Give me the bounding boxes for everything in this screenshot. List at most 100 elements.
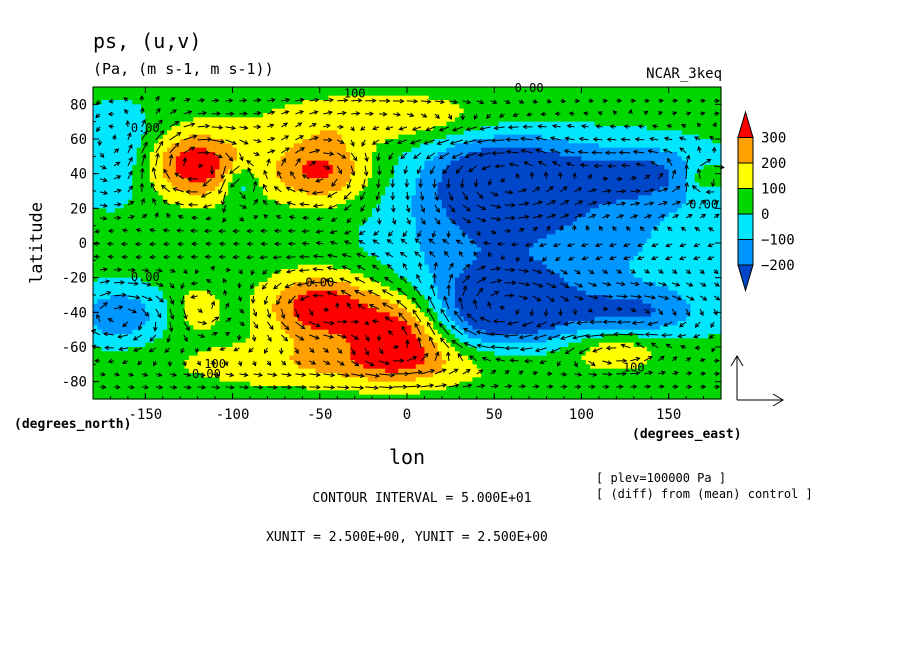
field-cell bbox=[716, 87, 722, 92]
field-cell bbox=[106, 234, 112, 240]
field-cell bbox=[411, 208, 417, 214]
field-cell bbox=[219, 108, 225, 114]
field-cell bbox=[520, 130, 526, 136]
field-cell bbox=[328, 160, 334, 166]
field-cell bbox=[271, 143, 277, 149]
field-cell bbox=[468, 130, 474, 136]
field-cell bbox=[402, 95, 408, 101]
field-cell bbox=[97, 186, 103, 192]
field-cell bbox=[93, 104, 98, 110]
field-cell bbox=[328, 121, 334, 127]
field-cell bbox=[546, 199, 552, 205]
field-cell bbox=[354, 199, 360, 205]
field-cell bbox=[454, 147, 460, 153]
field-cell bbox=[529, 139, 535, 144]
field-cell bbox=[668, 156, 674, 162]
field-cell bbox=[463, 230, 469, 235]
field-cell bbox=[577, 156, 583, 162]
field-cell bbox=[267, 199, 273, 205]
field-cell bbox=[372, 182, 378, 188]
field-cell bbox=[703, 225, 709, 231]
field-cell bbox=[454, 130, 460, 136]
field-cell bbox=[415, 165, 421, 170]
field-cell bbox=[97, 165, 103, 170]
field-cell bbox=[716, 108, 722, 114]
field-cell bbox=[502, 199, 508, 205]
field-cell bbox=[664, 221, 670, 227]
field-cell bbox=[250, 126, 255, 131]
field-cell bbox=[699, 230, 705, 235]
field-cell bbox=[236, 143, 242, 149]
field-cell bbox=[110, 143, 116, 149]
field-cell bbox=[385, 191, 391, 196]
field-cell bbox=[577, 165, 583, 170]
field-cell bbox=[407, 130, 412, 136]
field-cell bbox=[598, 169, 604, 175]
field-cell bbox=[537, 147, 543, 153]
field-cell bbox=[446, 204, 452, 209]
field-cell bbox=[463, 130, 469, 136]
field-cell bbox=[232, 160, 238, 166]
field-cell bbox=[611, 208, 617, 214]
field-cell bbox=[620, 156, 626, 162]
field-cell bbox=[529, 95, 535, 101]
field-cell bbox=[350, 147, 356, 153]
field-cell bbox=[703, 182, 709, 188]
field-cell bbox=[620, 134, 626, 140]
field-cell bbox=[241, 178, 247, 183]
field-cell bbox=[620, 173, 626, 179]
field-cell bbox=[459, 91, 465, 97]
field-cell bbox=[677, 160, 683, 166]
field-cell bbox=[184, 191, 190, 196]
field-cell bbox=[511, 95, 517, 101]
field-cell bbox=[572, 186, 578, 192]
field-cell bbox=[193, 156, 199, 162]
field-cell bbox=[520, 199, 526, 205]
field-cell bbox=[171, 169, 177, 175]
field-cell bbox=[603, 134, 609, 140]
field-cell bbox=[542, 147, 548, 153]
field-cell bbox=[555, 165, 561, 170]
field-cell bbox=[533, 126, 539, 131]
field-cell bbox=[154, 108, 160, 114]
field-cell bbox=[433, 95, 439, 101]
field-cell bbox=[93, 108, 98, 114]
field-cell bbox=[529, 91, 535, 97]
field-cell bbox=[568, 117, 574, 123]
field-cell bbox=[345, 100, 351, 105]
field-cell bbox=[345, 147, 351, 153]
field-cell bbox=[694, 91, 700, 97]
field-cell bbox=[424, 165, 430, 170]
field-cell bbox=[119, 95, 125, 101]
field-cell bbox=[171, 178, 177, 183]
field-cell bbox=[180, 204, 186, 209]
field-cell bbox=[694, 195, 700, 201]
field-cell bbox=[633, 126, 639, 131]
field-cell bbox=[564, 104, 569, 110]
field-cell bbox=[694, 191, 700, 196]
field-cell bbox=[180, 208, 186, 214]
field-cell bbox=[559, 173, 565, 179]
field-cell bbox=[546, 126, 552, 131]
field-cell bbox=[398, 113, 404, 118]
field-cell bbox=[372, 160, 378, 166]
field-cell bbox=[524, 139, 530, 144]
field-cell bbox=[520, 173, 526, 179]
field-cell bbox=[437, 182, 443, 188]
field-cell bbox=[345, 156, 351, 162]
field-cell bbox=[437, 134, 443, 140]
field-cell bbox=[297, 195, 303, 201]
field-cell bbox=[154, 134, 160, 140]
field-cell bbox=[215, 221, 221, 227]
field-cell bbox=[707, 126, 713, 131]
field-cell bbox=[114, 121, 120, 127]
field-cell bbox=[180, 143, 186, 149]
field-cell bbox=[398, 217, 404, 222]
field-cell bbox=[646, 91, 652, 97]
field-cell bbox=[202, 134, 207, 140]
field-cell bbox=[175, 182, 181, 188]
field-cell bbox=[481, 134, 487, 140]
field-cell bbox=[359, 100, 364, 105]
field-cell bbox=[180, 139, 186, 144]
field-cell bbox=[223, 143, 229, 149]
